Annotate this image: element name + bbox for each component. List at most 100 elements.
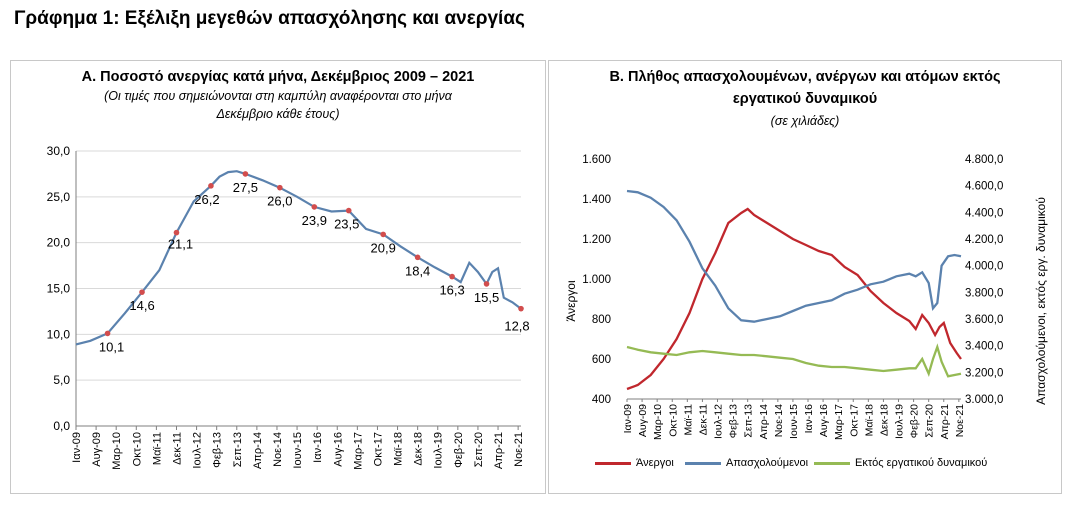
- series-line-inactive: [626, 343, 962, 378]
- data-point-marker: [104, 330, 111, 337]
- y-left-tick-label: 1.400: [582, 194, 611, 206]
- page-title: Γράφημα 1: Εξέλιξη μεγεθών απασχόλησης κ…: [14, 8, 525, 29]
- panel-unemployment-rate: Α. Ποσοστό ανεργίας κατά μήνα, Δεκέμβριο…: [10, 60, 546, 494]
- data-point-marker: [518, 305, 524, 312]
- x-tick-label: Μαϊ-11: [682, 404, 694, 436]
- x-tick-label: Απρ-21: [939, 404, 951, 440]
- x-tick-label: Ιαν-09: [622, 404, 634, 434]
- data-point-marker: [449, 273, 455, 280]
- data-point-marker: [311, 204, 318, 210]
- x-tick-label: Απρ-14: [252, 432, 264, 469]
- legend-label-unemployed: Άνεργοι: [636, 457, 674, 469]
- y-left-tick-label: 1.600: [582, 154, 611, 166]
- y-right-tick-label: 3.400,0: [965, 341, 1003, 353]
- data-point-marker: [414, 254, 421, 261]
- y-left-tick-label: 800: [592, 314, 611, 326]
- legend-swatch-unemployed: [595, 461, 631, 465]
- x-tick-label: Φεβ-13: [728, 404, 740, 438]
- data-label: 16,3: [439, 283, 464, 298]
- chart-b-title-line1: Β. Πλήθος απασχολουμένων, ανέργων και ατ…: [609, 69, 1001, 85]
- x-tick-label: Αυγ-16: [332, 432, 344, 467]
- data-point-marker: [173, 229, 180, 236]
- x-tick-label: Οκτ-17: [848, 404, 860, 437]
- x-tick-label: Ιουλ-19: [894, 404, 906, 439]
- legend-swatch-inactive: [814, 461, 850, 465]
- x-tick-label: Νοε-14: [773, 404, 785, 437]
- series-line-employed: [626, 189, 962, 323]
- x-tick-label: Μαρ-10: [652, 404, 664, 440]
- y-tick-label: 10,0: [47, 327, 71, 341]
- x-tick-label: Μαρ-10: [111, 432, 123, 470]
- x-tick-label: Σεπ-13: [232, 432, 244, 467]
- data-point-marker: [380, 231, 386, 238]
- x-tick-label: Μαϊ-11: [151, 432, 163, 465]
- chart-a-note-line1: (Οι τιμές που σημειώνονται στη καμπύλη α…: [104, 89, 452, 103]
- chart-b-title-line2: εργατικού δυναμικού: [732, 91, 878, 107]
- data-point-marker: [139, 289, 145, 295]
- x-tick-label: Ιουλ-12: [192, 432, 204, 469]
- y-right-tick-label: 3.600,0: [965, 314, 1003, 326]
- data-label: 12,8: [504, 319, 529, 334]
- y-left-tick-label: 400: [592, 394, 611, 406]
- y-right-tick-label: 4.200,0: [965, 234, 1003, 246]
- data-label: 23,5: [334, 217, 359, 232]
- chart-a-note-line2: Δεκέμβριο κάθε έτους): [216, 107, 340, 121]
- y-tick-label: 0,0: [53, 419, 70, 433]
- y-right-tick-label: 3.200,0: [965, 367, 1003, 379]
- x-tick-label: Σεπ-13: [743, 404, 755, 438]
- legend-swatch-employed: [685, 461, 721, 465]
- x-tick-label: Φεβ-20: [453, 432, 465, 468]
- data-point-marker: [483, 281, 490, 287]
- x-tick-label: Δεκ-11: [171, 432, 183, 465]
- x-tick-label: Φεβ-20: [909, 404, 921, 438]
- x-tick-label: Ιουλ-12: [713, 404, 725, 439]
- y-left-axis-label: Άνεργοι: [564, 280, 578, 322]
- y-right-tick-label: 4.400,0: [965, 207, 1003, 219]
- data-label: 20,9: [371, 240, 396, 255]
- x-tick-label: Σεπ-20: [473, 432, 485, 467]
- x-tick-label: Αυγ-16: [818, 404, 830, 437]
- data-label: 26,0: [267, 194, 292, 209]
- x-tick-label: Μαϊ-18: [393, 432, 405, 466]
- y-right-tick-label: 4.800,0: [965, 154, 1003, 166]
- x-tick-label: Δεκ-18: [413, 432, 425, 466]
- x-tick-label: Νοε-14: [272, 432, 284, 467]
- y-tick-label: 5,0: [53, 373, 70, 387]
- y-right-tick-label: 4.600,0: [965, 181, 1003, 193]
- data-label: 10,1: [99, 339, 124, 354]
- data-label: 23,9: [302, 213, 327, 228]
- chart-a-plot: 0,0 5,0 10,0 15,0 20,0 25,0 30,0 Ιαν-09 Αυγ-09 Μα…: [47, 144, 530, 470]
- x-tick-label: Μαϊ-18: [863, 404, 875, 436]
- legend-label-inactive: Εκτός εργατικού δυναμικού: [855, 457, 988, 469]
- y-tick-label: 20,0: [47, 236, 71, 250]
- y-tick-label: 25,0: [47, 190, 71, 204]
- x-tick-label: Ιαν-09: [71, 432, 83, 463]
- x-tick-label: Αυγ-09: [637, 404, 649, 437]
- x-tick-label: Δεκ-11: [697, 404, 709, 436]
- x-tick-label: Οκτ-10: [131, 432, 143, 466]
- x-tick-label: Ιουν-15: [788, 404, 800, 439]
- x-tick-label: Δεκ-18: [878, 404, 890, 436]
- y-tick-label: 30,0: [47, 144, 71, 158]
- x-tick-label: Ιουλ-19: [433, 432, 445, 469]
- x-tick-label: Ιουν-15: [292, 432, 304, 469]
- data-label: 15,5: [474, 290, 499, 305]
- x-tick-label: Ιαν-16: [312, 432, 324, 463]
- x-tick-label: Ιαν-16: [803, 404, 815, 434]
- legend-inactive: Εκτός εργατικού δυναμικού: [814, 457, 987, 469]
- x-tick-label: Μαρ-17: [352, 432, 364, 470]
- data-label: 26,2: [194, 192, 219, 207]
- x-tick-label: Μαρ-17: [833, 404, 845, 440]
- legend-employed: Απασχολούμενοι: [685, 457, 808, 469]
- x-tick-label: Νοε-21: [513, 432, 525, 467]
- data-label: 14,6: [129, 298, 154, 313]
- y-left-tick-label: 1.000: [582, 274, 611, 286]
- x-tick-label: Οκτ-10: [667, 404, 679, 437]
- y-right-tick-label: 3.800,0: [965, 287, 1003, 299]
- legend-label-employed: Απασχολούμενοι: [726, 457, 809, 469]
- y-right-tick-label: 3.000,0: [965, 394, 1003, 406]
- x-tick-label: Απρ-14: [758, 404, 770, 440]
- data-point-marker: [242, 171, 249, 177]
- y-right-axis-label: Απασχολούμενοι, εκτός εργ. δυναμικού: [1034, 197, 1048, 405]
- data-point-marker: [277, 184, 283, 191]
